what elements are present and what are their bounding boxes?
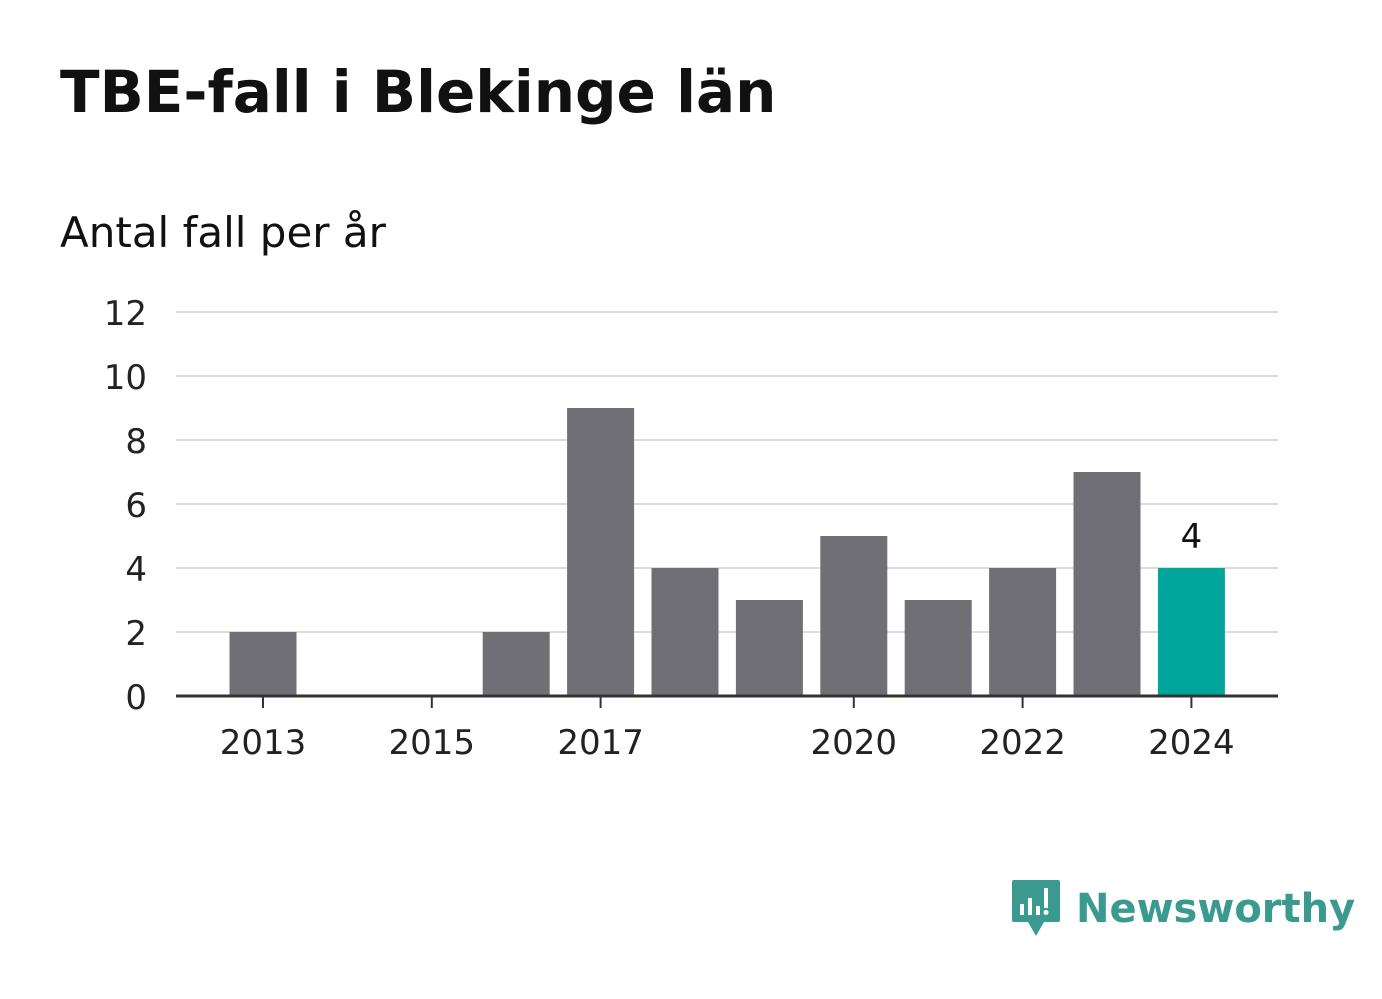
chart-title: TBE-fall i Blekinge län	[60, 58, 777, 126]
x-tick-label: 2024	[1148, 723, 1235, 763]
x-tick-label: 2017	[557, 723, 644, 763]
bar-2021	[904, 600, 972, 696]
y-tick-label: 0	[125, 678, 147, 718]
brand-name: Newsworthy	[1076, 886, 1356, 932]
bar-2020	[820, 536, 888, 696]
bar-2013	[229, 632, 297, 696]
y-tick-label: 10	[104, 358, 147, 398]
brand: Newsworthy	[1010, 878, 1355, 940]
x-tick-label: 2013	[220, 723, 307, 763]
bar-2016	[482, 632, 550, 696]
y-tick-label: 4	[125, 550, 147, 590]
newsworthy-logo-icon	[1012, 880, 1060, 936]
bar-2023	[1073, 472, 1141, 696]
x-axis-ticks: 2013 2015 2017 2020 2022 2024	[220, 696, 1235, 763]
y-axis-ticks: 0 2 4 6 8 10 12	[104, 294, 147, 718]
bar-2017	[567, 408, 635, 696]
chart-subtitle: Antal fall per år	[60, 208, 386, 257]
y-tick-label: 6	[125, 486, 147, 526]
data-label: 4	[1181, 517, 1203, 557]
bar-2019	[735, 600, 803, 696]
y-tick-label: 2	[125, 614, 147, 654]
bar-2022	[989, 568, 1057, 696]
x-tick-label: 2015	[389, 723, 476, 763]
y-tick-label: 12	[104, 294, 147, 334]
y-tick-label: 8	[125, 422, 147, 462]
bar-2018	[651, 568, 719, 696]
bar-2024	[1157, 568, 1225, 696]
x-tick-label: 2020	[811, 723, 898, 763]
bars	[229, 408, 1225, 696]
data-labels: 4	[1181, 517, 1203, 557]
x-tick-label: 2022	[979, 723, 1066, 763]
